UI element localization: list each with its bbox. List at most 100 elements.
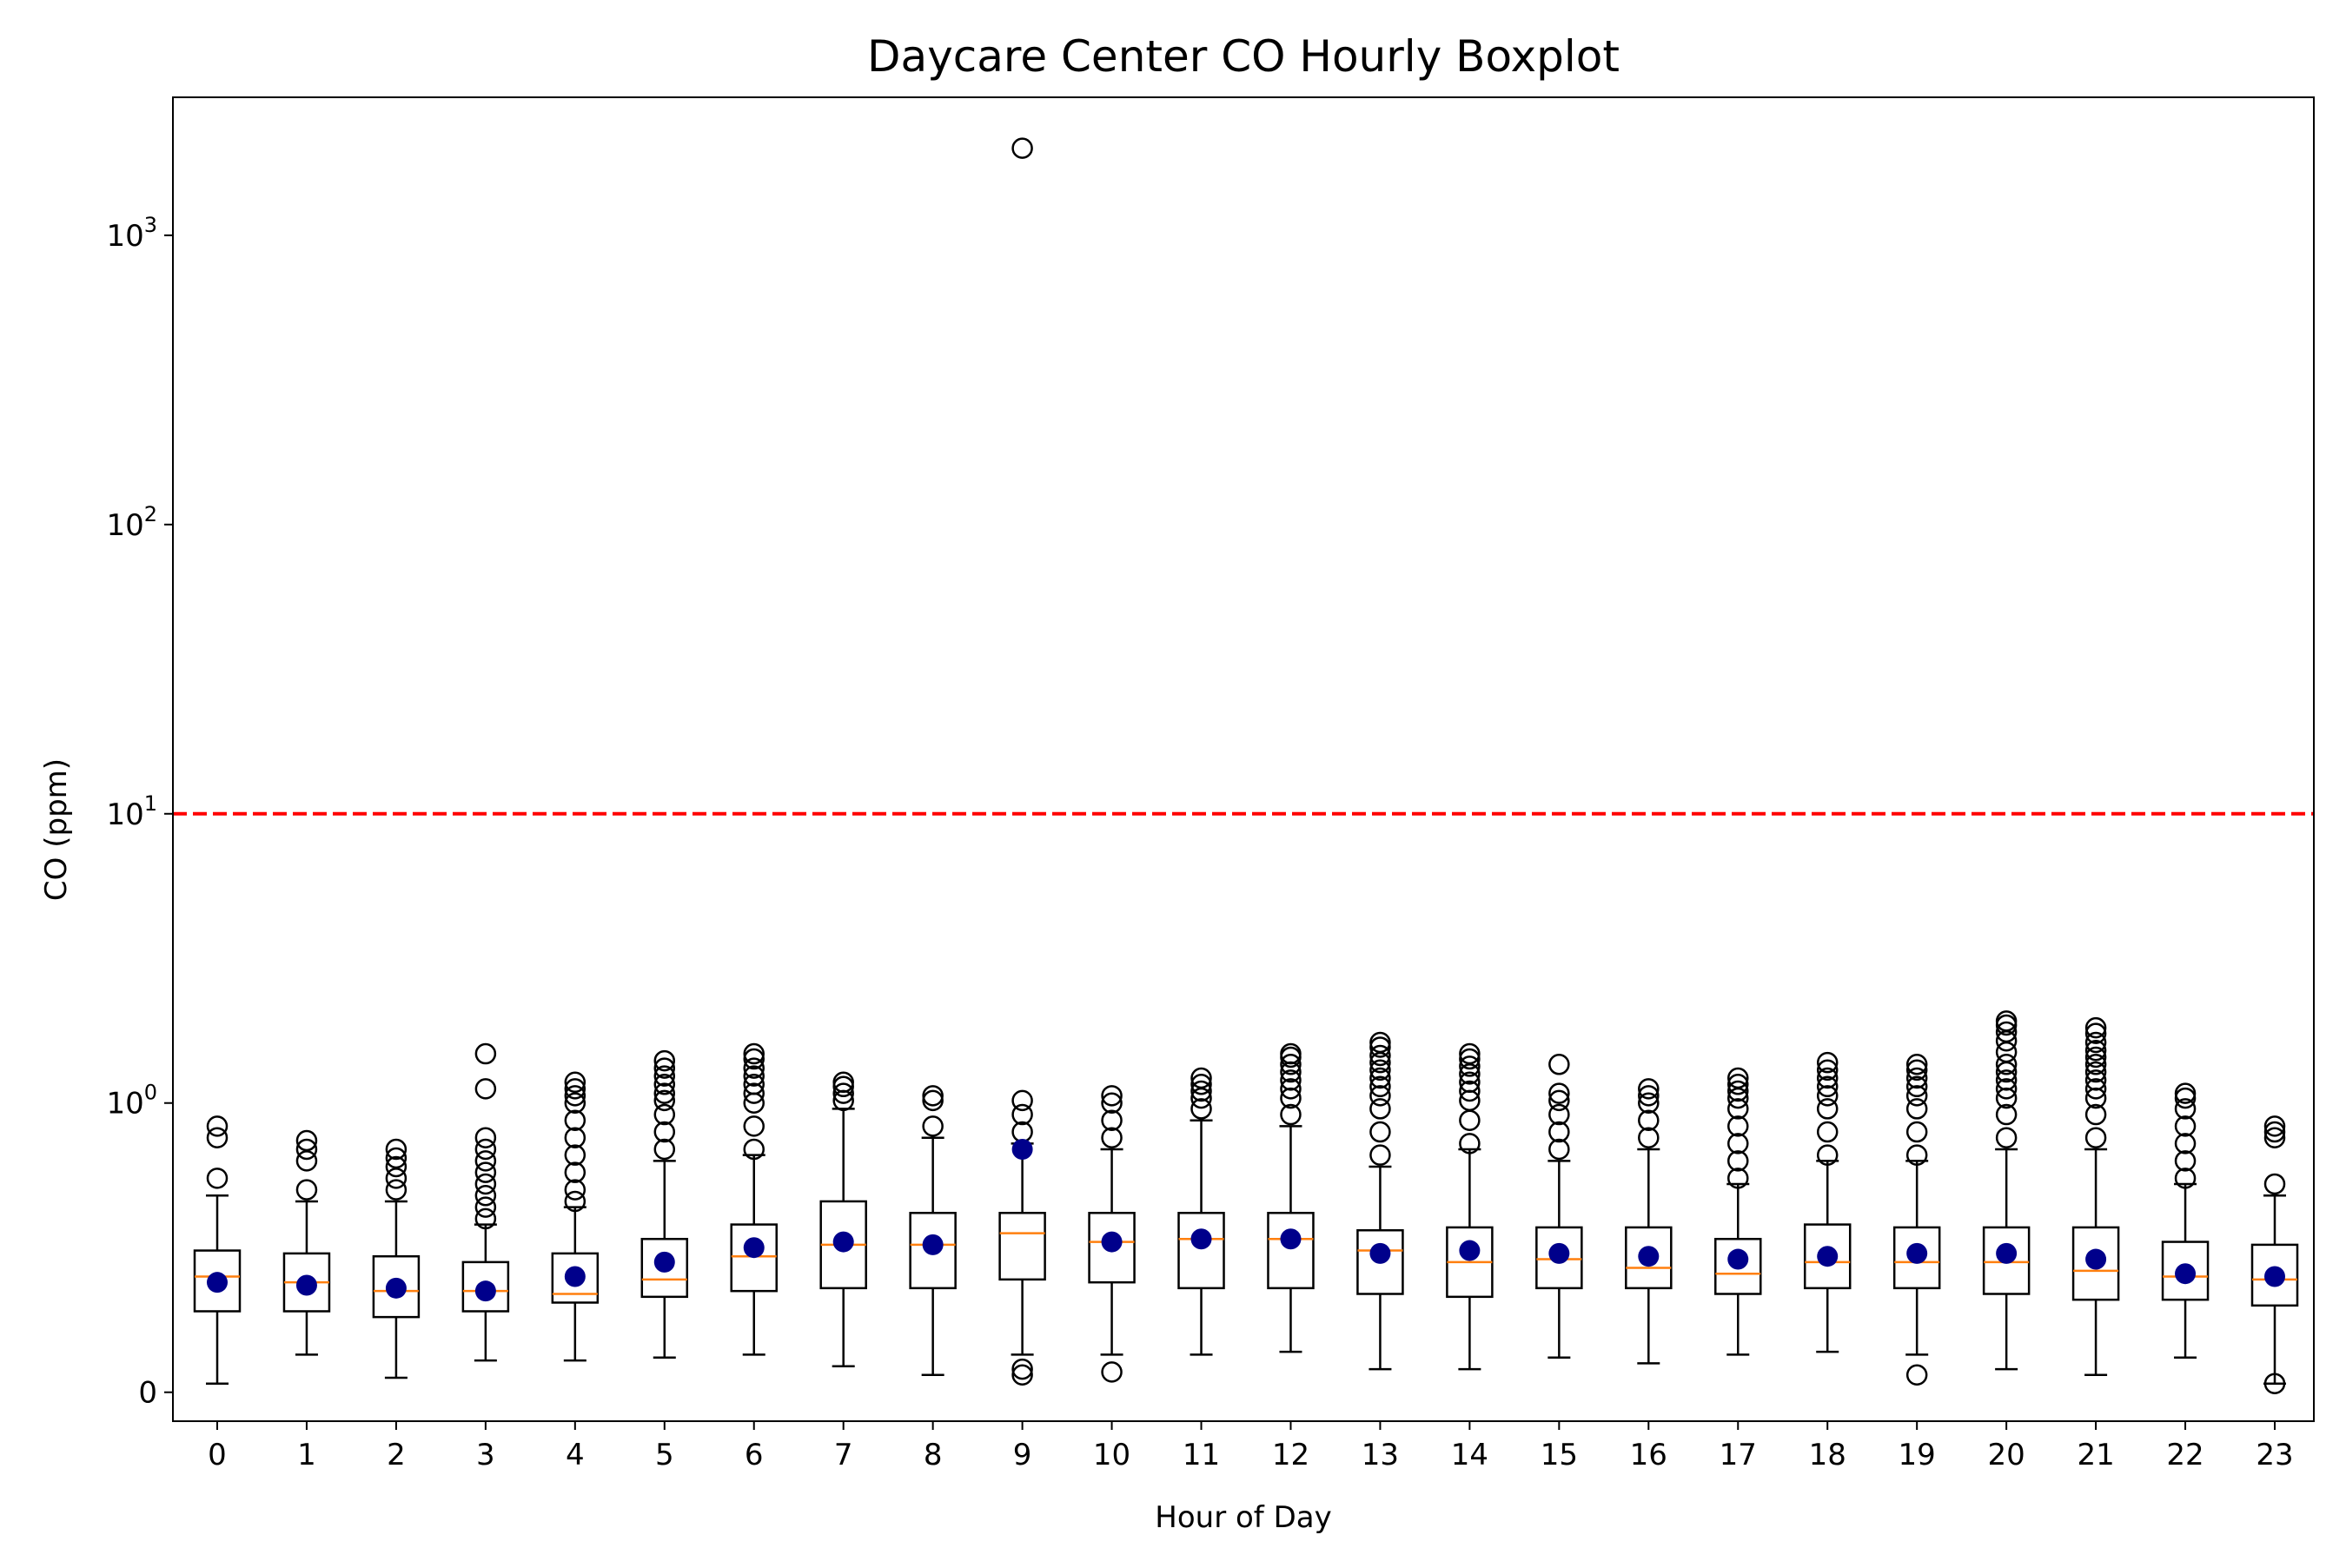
outlier-point (474, 1173, 497, 1195)
outlier-point (922, 1115, 944, 1137)
outlier-point (2084, 1061, 2107, 1083)
outlier-point (922, 1085, 944, 1107)
x-tick-label: 2 (387, 1438, 406, 1472)
outlier-point (1369, 1031, 1391, 1054)
outlier-point (1905, 1059, 1928, 1082)
mean-marker (653, 1251, 675, 1273)
outlier-point (653, 1057, 676, 1079)
mean-marker (2264, 1266, 2285, 1287)
outlier-point (1280, 1054, 1302, 1075)
outlier-point (1548, 1138, 1570, 1161)
outlier-point (743, 1057, 765, 1079)
box-iqr (2161, 1241, 2210, 1301)
outlier-point (2084, 1087, 2107, 1109)
outlier-point (2084, 1022, 2107, 1044)
outlier-point (295, 1150, 318, 1172)
outlier-point (743, 1115, 765, 1137)
outlier-point (1727, 1080, 1749, 1102)
mean-marker (295, 1274, 317, 1296)
outlier-point (1369, 1075, 1391, 1098)
outlier-point (1190, 1098, 1212, 1120)
outlier-point (653, 1082, 676, 1104)
outlier-point (1638, 1109, 1660, 1131)
outlier-point (1727, 1067, 1749, 1089)
outlier-point (1190, 1074, 1212, 1095)
outlier-point (1548, 1121, 1570, 1143)
outlier-point (1459, 1048, 1481, 1070)
outlier-point (2263, 1173, 2286, 1195)
y-tick-label: 0 (138, 1376, 157, 1411)
mean-marker (1906, 1242, 1928, 1264)
mean-marker (385, 1277, 407, 1299)
x-tick-label: 7 (834, 1438, 853, 1472)
mean-marker (1190, 1228, 1212, 1250)
outlier-point (1369, 1036, 1391, 1058)
outlier-point (1995, 1103, 2018, 1126)
outlier-point (1369, 1121, 1391, 1143)
outlier-point (1727, 1115, 1749, 1137)
outlier-point (653, 1049, 676, 1072)
outlier-point (295, 1138, 318, 1161)
outlier-point (1459, 1133, 1481, 1154)
outlier-point (564, 1109, 586, 1131)
mean-marker (2085, 1248, 2107, 1270)
mean-marker (1727, 1248, 1749, 1270)
outlier-point (1727, 1074, 1749, 1095)
outlier-point (474, 1127, 497, 1148)
outlier-point (1995, 1127, 2018, 1148)
outlier-point (1280, 1078, 1302, 1100)
outlier-point (1816, 1059, 1839, 1082)
box-iqr (909, 1212, 957, 1290)
mean-marker (1996, 1242, 2018, 1264)
outlier-point (474, 1161, 497, 1183)
outlier-point (1995, 1010, 2018, 1032)
mean-marker (1101, 1231, 1123, 1253)
outlier-point (206, 1127, 229, 1148)
outlier-point (1548, 1103, 1570, 1126)
outlier-point (1905, 1121, 1928, 1143)
x-tick-label: 16 (1630, 1438, 1667, 1472)
mean-marker (1638, 1246, 1660, 1267)
mean-marker (832, 1231, 854, 1253)
x-tick-label: 19 (1899, 1438, 1936, 1472)
outlier-point (385, 1155, 408, 1178)
x-tick-label: 4 (566, 1438, 585, 1472)
outlier-point (564, 1078, 586, 1100)
outlier-point (653, 1138, 676, 1161)
outlier-point (2084, 1039, 2107, 1062)
outlier-point (1816, 1067, 1839, 1089)
outlier-point (1101, 1361, 1123, 1383)
outlier-point (2263, 1373, 2286, 1394)
x-tick-label: 15 (1541, 1438, 1578, 1472)
outlier-point (1369, 1067, 1391, 1089)
outlier-point (2084, 1069, 2107, 1091)
outlier-point (1905, 1075, 1928, 1098)
x-tick-label: 10 (1093, 1438, 1130, 1472)
outlier-point (1459, 1042, 1481, 1065)
x-tick-label: 22 (2166, 1438, 2204, 1472)
outlier-point (1905, 1098, 1928, 1120)
box-iqr (1714, 1237, 1762, 1295)
x-tick-label: 3 (476, 1438, 495, 1472)
outlier-point (653, 1089, 676, 1112)
outlier-point (743, 1082, 765, 1104)
outlier-point (743, 1074, 765, 1095)
outlier-point (743, 1138, 765, 1161)
outlier-point (1101, 1085, 1123, 1107)
outlier-point (564, 1127, 586, 1148)
outlier-point (832, 1071, 854, 1094)
x-tick-label: 17 (1720, 1438, 1757, 1472)
outlier-point (1548, 1089, 1570, 1112)
x-tick-label: 18 (1809, 1438, 1846, 1472)
outlier-point (653, 1121, 676, 1143)
outlier-point (2174, 1082, 2197, 1104)
x-axis-label: Hour of Day (1155, 1500, 1331, 1535)
outlier-point (2084, 1054, 2107, 1075)
outlier-point (474, 1150, 497, 1172)
outlier-point (1548, 1054, 1570, 1075)
outlier-point (1459, 1055, 1481, 1077)
x-tick-label: 5 (655, 1438, 674, 1472)
